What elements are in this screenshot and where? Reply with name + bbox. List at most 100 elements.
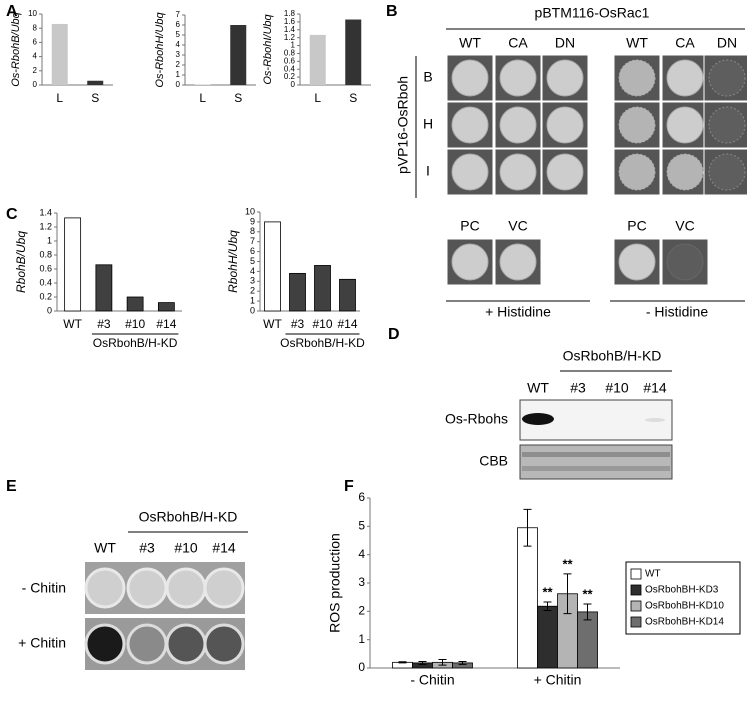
y-axis-label: RbohH/Ubq	[226, 230, 240, 293]
y-tick-label: 1.6	[284, 17, 296, 26]
panel-letter: B	[386, 3, 398, 20]
lane-label: #10	[605, 380, 629, 396]
yeast-spot	[451, 59, 489, 97]
bar	[339, 278, 356, 312]
y-tick-label: 0.2	[284, 72, 296, 81]
bar	[87, 80, 104, 85]
blot-band	[645, 418, 665, 422]
column-label: DN	[717, 35, 737, 51]
yeast-spot	[451, 243, 489, 281]
x-tick-label: + Chitin	[534, 672, 582, 688]
well	[84, 567, 126, 609]
yeast-spot	[618, 59, 656, 97]
control-label: VC	[508, 218, 527, 234]
group-label: OsRbohB/H-KD	[563, 348, 662, 364]
yeast-spot	[499, 106, 537, 144]
error-bar	[418, 660, 427, 665]
x-tick-label: WT	[63, 317, 82, 331]
bar	[51, 23, 68, 85]
group-label: OsRbohB/H-KD	[139, 509, 238, 525]
y-tick-label: 0.6	[284, 56, 296, 65]
lane-label: WT	[527, 380, 549, 396]
y-tick-label: 0	[47, 305, 52, 315]
column-label: WT	[459, 35, 481, 51]
y-tick-label: 4	[358, 547, 365, 561]
y-tick-label: 0.6	[39, 263, 52, 273]
y-tick-label: 4	[250, 266, 255, 276]
y-tick-label: 1.2	[284, 33, 296, 42]
legend-swatch	[630, 616, 642, 628]
well	[165, 623, 207, 665]
error-bar	[543, 601, 552, 611]
group-label: OsRbohB/H-KD	[93, 336, 178, 350]
y-tick-label: 6	[250, 246, 255, 256]
y-tick-label: 1.4	[39, 207, 52, 217]
bar	[309, 34, 326, 85]
y-tick-label: 1	[358, 632, 365, 646]
y-tick-label: 3	[176, 50, 181, 59]
y-tick-label: 6	[33, 38, 38, 47]
y-tick-label: 3	[358, 575, 365, 589]
row-label: - Chitin	[22, 580, 66, 596]
control-label: PC	[627, 218, 646, 234]
y-tick-label: 8	[250, 226, 255, 236]
row-group-label: pVP16-OsRboh	[395, 76, 411, 174]
x-tick-label: L	[199, 91, 206, 105]
lane-label: #14	[643, 380, 667, 396]
lane-label: WT	[94, 540, 116, 556]
yeast-spot	[546, 153, 584, 191]
yeast-spot	[618, 153, 656, 191]
value-label: **	[582, 586, 593, 601]
condition-label: - Histidine	[646, 304, 708, 320]
yeast-spot	[546, 106, 584, 144]
y-tick-label: 0	[291, 80, 296, 89]
blot-image	[519, 444, 673, 480]
well	[84, 623, 126, 665]
y-tick-label: 0	[176, 80, 181, 89]
bar	[95, 264, 113, 312]
y-tick-label: 6	[176, 20, 181, 29]
value-label: **	[562, 556, 573, 571]
y-tick-label: 0.4	[284, 64, 296, 73]
y-axis-label: Os-RbohH/Ubq	[154, 12, 166, 88]
panel-letter: D	[388, 326, 400, 343]
y-tick-label: 2	[358, 604, 365, 618]
y-tick-label: 4	[176, 40, 181, 49]
bar	[230, 25, 247, 85]
y-tick-label: 2	[33, 66, 38, 75]
value-label: **	[542, 584, 553, 599]
legend-label: OsRbohBH-KD14	[645, 617, 724, 628]
x-tick-label: #10	[312, 317, 332, 331]
row-label: B	[423, 69, 432, 85]
lane-label: #3	[139, 540, 155, 556]
legend-box	[625, 561, 741, 635]
yeast-spot	[666, 59, 704, 97]
legend-label: WT	[645, 569, 661, 580]
yeast-title: pBTM116-OsRac1	[535, 5, 650, 21]
error-bar	[523, 508, 532, 547]
x-tick-label: #10	[125, 317, 145, 331]
blot-band	[522, 452, 670, 457]
x-tick-label: WT	[263, 317, 282, 331]
y-tick-label: 7	[176, 10, 181, 19]
legend-swatch	[630, 600, 642, 612]
y-tick-label: 5	[176, 30, 181, 39]
legend-label: OsRbohBH-KD10	[645, 601, 724, 612]
error-bar	[563, 573, 572, 615]
y-tick-label: 2	[176, 60, 181, 69]
error-bar	[583, 603, 592, 621]
y-tick-label: 1	[250, 295, 255, 305]
y-tick-label: 3	[250, 276, 255, 286]
y-tick-label: 1.2	[39, 221, 52, 231]
y-tick-label: 0.4	[39, 277, 52, 287]
bar	[537, 605, 558, 669]
y-tick-label: 0.8	[39, 249, 52, 259]
well	[203, 567, 245, 609]
legend-swatch	[630, 584, 642, 596]
bar	[157, 302, 175, 312]
row-label: I	[426, 163, 430, 179]
yeast-spot	[666, 153, 704, 191]
column-label: WT	[626, 35, 648, 51]
x-tick-label: #14	[156, 317, 176, 331]
x-tick-label: S	[234, 91, 242, 105]
